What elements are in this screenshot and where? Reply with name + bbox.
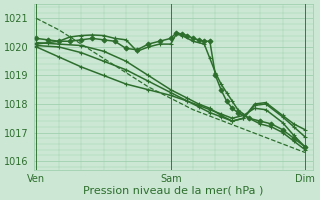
X-axis label: Pression niveau de la mer( hPa ): Pression niveau de la mer( hPa ) [83,186,264,196]
